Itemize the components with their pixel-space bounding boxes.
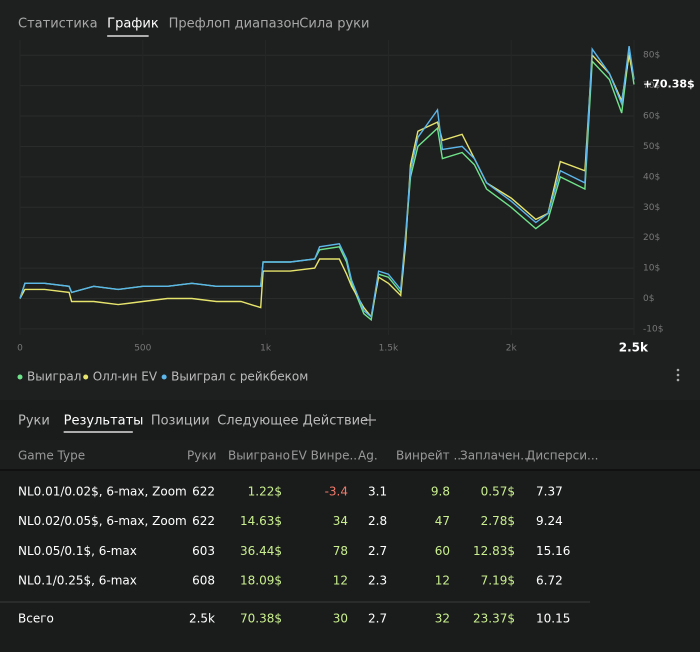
table-cell: 12 (435, 574, 450, 588)
table-cell: 30 (333, 612, 348, 626)
column-header[interactable]: Заплачен... (460, 449, 532, 463)
legend-label[interactable]: Выиграл с рейкбеком (171, 370, 308, 384)
table-cell: 7.19$ (481, 574, 515, 588)
table-cell: 0.57$ (481, 485, 515, 499)
column-header[interactable]: Game Type (18, 449, 85, 463)
table-cell: 622 (192, 485, 215, 499)
y-tick-label: -10$ (643, 324, 663, 334)
table-cell: 622 (192, 514, 215, 528)
table-cell: 2.7 (368, 544, 387, 558)
y-tick-label: 10$ (643, 264, 660, 274)
table-cell: 608 (192, 574, 215, 588)
table-cell: 60 (435, 544, 450, 558)
column-header[interactable]: Выиграно (228, 449, 290, 463)
table-cell: NL0.1/0.25$, 6-max (18, 574, 137, 588)
top-tab[interactable]: График (107, 17, 159, 32)
table-cell: 34 (333, 514, 348, 528)
y-tick-label: 30$ (643, 203, 660, 213)
table-cell: 3.1 (368, 485, 387, 499)
bottom-tab[interactable]: Результаты (64, 414, 144, 429)
column-header[interactable]: Ag. (358, 449, 378, 463)
column-header[interactable]: Дисперси... (526, 449, 598, 463)
top-tab[interactable]: Префлоп диапазон (169, 17, 300, 32)
table-cell: -3.4 (325, 485, 348, 499)
bottom-tab[interactable]: Позиции (151, 414, 210, 429)
series-line (19, 52, 635, 322)
x-tick-label: 2k (506, 344, 518, 354)
table-cell: 12.83$ (473, 544, 515, 558)
table-cell: 14.63$ (240, 514, 282, 528)
column-header[interactable]: EV Винре... (291, 449, 361, 463)
table-cell: 2.78$ (481, 514, 515, 528)
y-tick-label: 60$ (643, 112, 660, 122)
table-cell: 6.72 (536, 574, 563, 588)
table-cell: 78 (333, 544, 348, 558)
top-tab[interactable]: Статистика (18, 17, 98, 32)
x-tick-label: 2.5k (619, 341, 649, 355)
column-header[interactable]: Руки (187, 449, 216, 463)
y-tick-label: 70$ (643, 81, 660, 91)
x-tick-label: 500 (134, 344, 151, 354)
table-cell: Всего (18, 612, 54, 626)
table-cell: NL0.02/0.05$, 6-max, Zoom (18, 514, 187, 528)
legend-marker (161, 374, 167, 380)
table-cell: 70.38$ (240, 612, 282, 626)
bottom-tab[interactable]: Руки (18, 414, 50, 429)
table-cell: 18.09$ (240, 574, 282, 588)
legend-label[interactable]: Олл-ин EV (93, 370, 158, 384)
table-cell: 15.16 (536, 544, 570, 558)
y-tick-label: 80$ (643, 51, 660, 61)
table-cell: 47 (435, 514, 450, 528)
table-cell: NL0.01/0.02$, 6-max, Zoom (18, 485, 187, 499)
table-cell: 1.22$ (248, 485, 282, 499)
column-header[interactable]: Винрейт ... (396, 449, 465, 463)
top-tab[interactable]: Сила руки (299, 17, 369, 32)
legend-marker (83, 374, 89, 380)
y-tick-label: 40$ (643, 172, 660, 182)
table-cell: 32 (435, 612, 450, 626)
bottom-tab[interactable]: Следующее Действие (217, 414, 368, 429)
add-tab[interactable] (364, 414, 376, 426)
y-tick-label: 20$ (643, 233, 660, 243)
legend-label[interactable]: Выиграл (27, 370, 81, 384)
table-cell: 2.8 (368, 514, 387, 528)
end-value-label: +70.38$ (643, 77, 695, 90)
table-cell: 2.3 (368, 574, 387, 588)
table-cell: 10.15 (536, 612, 570, 626)
table-cell: 9.24 (536, 514, 563, 528)
series-line (19, 53, 635, 319)
x-tick-label: 0 (17, 344, 23, 354)
x-tick-label: 1.5k (379, 344, 399, 354)
table-cell: 9.8 (431, 485, 450, 499)
x-tick-label: 1k (260, 344, 272, 354)
table-cell: 12 (333, 574, 348, 588)
table-cell: 36.44$ (240, 544, 282, 558)
table-cell: 603 (192, 544, 215, 558)
table-cell: 23.37$ (473, 612, 515, 626)
table-cell: 2.5k (189, 612, 215, 626)
more-menu[interactable] (676, 368, 680, 382)
table-cell: 2.7 (368, 612, 387, 626)
series-line (19, 45, 635, 319)
legend-marker (17, 374, 23, 380)
y-tick-label: 0$ (643, 294, 654, 304)
y-tick-label: 50$ (643, 142, 660, 152)
table-cell: NL0.05/0.1$, 6-max (18, 544, 137, 558)
table-cell: 7.37 (536, 485, 563, 499)
table-header-bg (0, 440, 700, 470)
